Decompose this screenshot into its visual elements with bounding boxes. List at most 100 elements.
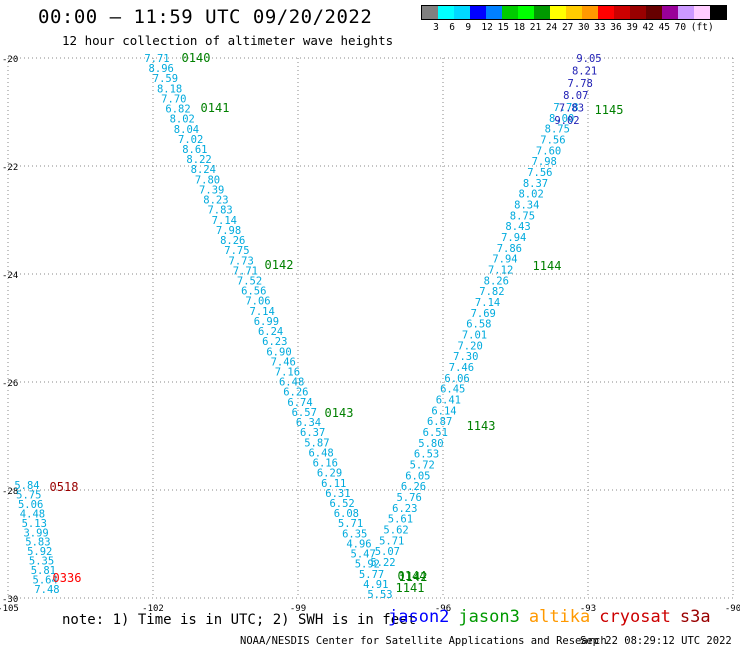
swh-value: 7.56 bbox=[540, 135, 565, 147]
colorbar-swatch bbox=[678, 6, 694, 19]
x-tick-label: -102 bbox=[142, 604, 164, 614]
colorbar-label: 30 bbox=[578, 22, 590, 33]
footer-note: note: 1) Time is in UTC; 2) SWH is in fe… bbox=[62, 612, 417, 628]
y-tick-label: -24 bbox=[2, 271, 18, 281]
grid-lines bbox=[7, 57, 734, 599]
swh-value: 7.46 bbox=[449, 362, 474, 374]
swh-value: 5.07 bbox=[375, 546, 400, 558]
credit-text: NOAA/NESDIS Center for Satellite Applica… bbox=[240, 635, 607, 647]
swh-value: 5.81 bbox=[31, 565, 56, 577]
swh-value: 8.02 bbox=[518, 189, 543, 201]
swh-value: 5.22 bbox=[370, 557, 395, 569]
swh-value: 7.98 bbox=[532, 156, 557, 168]
swh-value: 6.14 bbox=[431, 405, 456, 417]
colorbar-label: 12 bbox=[481, 22, 493, 33]
swh-value: 7.14 bbox=[250, 306, 275, 318]
colorbar-label: 18 bbox=[513, 22, 526, 33]
colorbar-swatch bbox=[614, 6, 630, 19]
swh-value: 7.30 bbox=[453, 351, 478, 363]
swh-value: 4.48 bbox=[20, 508, 45, 520]
swh-value: 6.87 bbox=[427, 416, 452, 428]
swh-value: 6.48 bbox=[279, 377, 304, 389]
map-title: 00:00 – 11:59 UTC 09/20/2022 bbox=[38, 6, 373, 28]
swh-value: 5.13 bbox=[22, 518, 47, 530]
legend-jason3: jason3 bbox=[458, 607, 520, 627]
swh-value: 6.31 bbox=[325, 488, 350, 500]
swh-value: 6.37 bbox=[300, 427, 325, 439]
swh-value: 5.47 bbox=[351, 549, 376, 561]
swh-value: 7.59 bbox=[153, 73, 178, 85]
swh-value: 6.82 bbox=[165, 104, 190, 116]
swh-value: 6.41 bbox=[436, 395, 461, 407]
swh-value: 5.92 bbox=[27, 546, 52, 558]
swh-value: 8.04 bbox=[174, 124, 199, 136]
colorbar-label: 70 bbox=[674, 22, 687, 33]
colorbar-label: 42 bbox=[642, 22, 654, 33]
swh-value: 8.75 bbox=[545, 124, 570, 136]
swh-value: 5.92 bbox=[355, 559, 380, 571]
swh-value: 5.06 bbox=[18, 499, 43, 511]
swh-value: 6.90 bbox=[266, 346, 291, 358]
x-tick-label: -105 bbox=[0, 604, 19, 614]
swh-value: 7.83 bbox=[207, 205, 232, 217]
colorbar-label: 45 bbox=[658, 22, 671, 33]
colorbar-swatch bbox=[518, 6, 534, 19]
swh-value: 7.78 bbox=[553, 102, 578, 114]
swh-value: 6.08 bbox=[334, 508, 359, 520]
swh-value: 6.23 bbox=[392, 503, 417, 515]
swh-value: 6.52 bbox=[329, 498, 354, 510]
y-tick-label: -20 bbox=[2, 55, 18, 65]
swh-value: 7.56 bbox=[527, 167, 552, 179]
swh-value: 7.98 bbox=[216, 225, 241, 237]
swh-value: 7.70 bbox=[161, 93, 186, 105]
swh-value: 7.46 bbox=[271, 356, 296, 368]
swh-value: 7.83 bbox=[559, 103, 584, 115]
swh-value: 5.84 bbox=[14, 480, 39, 492]
swh-value: 8.26 bbox=[220, 235, 245, 247]
swh-value: 6.45 bbox=[440, 384, 465, 396]
colorbar-label: (ft) bbox=[690, 22, 714, 33]
swh-value: 8.37 bbox=[523, 178, 548, 190]
swh-value: 6.48 bbox=[308, 447, 333, 459]
pass-time-labels: 0140 0141 0142 0143 0144 1145 1144 1143 11421141… bbox=[50, 51, 624, 595]
swh-value: 4.91 bbox=[363, 579, 388, 591]
swh-value: 8.22 bbox=[186, 154, 211, 166]
legend-altika: altika bbox=[528, 607, 591, 627]
y-tick-label: -30 bbox=[2, 595, 18, 605]
swh-value: 5.76 bbox=[396, 492, 421, 504]
swh-value: 5.62 bbox=[383, 525, 408, 537]
swh-value: 6.26 bbox=[283, 387, 308, 399]
swh-value: 7.94 bbox=[492, 254, 517, 266]
pass-time-label: 1141 bbox=[396, 581, 425, 595]
pass-time-label: 1144 bbox=[533, 259, 562, 273]
swh-value: 8.02 bbox=[170, 114, 195, 126]
swh-value: 7.01 bbox=[462, 330, 487, 342]
pass-time-label: 0336 bbox=[53, 571, 82, 585]
swh-value: 7.39 bbox=[199, 184, 224, 196]
swh-value: 3.99 bbox=[23, 527, 48, 539]
colorbar-label: 36 bbox=[610, 22, 622, 33]
swh-value: 8.43 bbox=[505, 221, 530, 233]
swh-value: 5.61 bbox=[388, 514, 413, 526]
swh-value: 6.26 bbox=[401, 481, 426, 493]
swh-value: 6.57 bbox=[292, 407, 317, 419]
pass-time-label: 0518 bbox=[50, 480, 79, 494]
swh-value: 8.24 bbox=[191, 164, 216, 176]
swh-value: 8.96 bbox=[149, 63, 174, 75]
swh-value: 6.23 bbox=[262, 336, 287, 348]
pass-time-label: 1142 bbox=[399, 570, 428, 584]
swh-value: 7.02 bbox=[178, 134, 203, 146]
colorbar-label: 39 bbox=[626, 22, 638, 33]
swh-value: 7.60 bbox=[536, 145, 561, 157]
swh-value: 8.26 bbox=[484, 275, 509, 287]
y-tick-label: -26 bbox=[2, 379, 18, 389]
colorbar-swatch bbox=[646, 6, 662, 19]
swh-value: 7.94 bbox=[501, 232, 526, 244]
swh-value: 7.86 bbox=[497, 243, 522, 255]
swh-value: 7.16 bbox=[275, 367, 300, 379]
swh-value: 8.07 bbox=[563, 90, 588, 102]
swh-value: 8.34 bbox=[514, 200, 539, 212]
swh-value: 7.75 bbox=[224, 245, 249, 257]
pass-time-label: 0140 bbox=[182, 51, 211, 65]
